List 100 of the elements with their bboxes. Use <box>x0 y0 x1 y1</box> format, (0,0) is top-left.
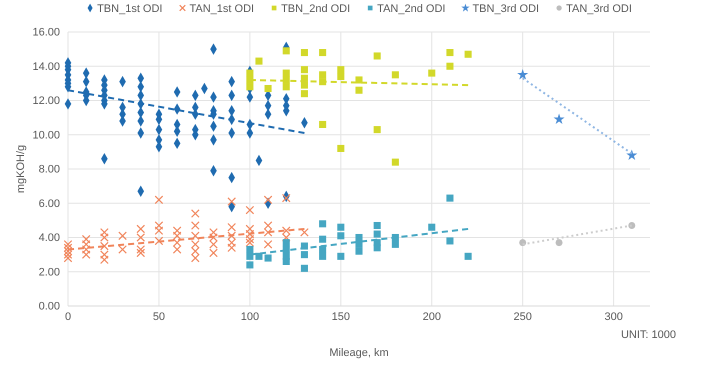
point <box>300 66 308 74</box>
point <box>118 245 127 254</box>
point <box>446 62 454 70</box>
point <box>246 246 254 254</box>
point <box>190 240 200 249</box>
point <box>446 194 454 202</box>
point <box>64 250 72 259</box>
point <box>374 222 381 230</box>
point <box>264 84 272 92</box>
x-tick-label: 150 <box>332 310 350 323</box>
point <box>190 231 200 240</box>
point <box>100 233 109 242</box>
point <box>319 71 326 78</box>
point <box>246 238 254 247</box>
point <box>355 248 363 255</box>
point <box>190 221 200 230</box>
point <box>154 226 164 235</box>
point <box>282 70 290 77</box>
x-tick-label: 50 <box>152 310 166 323</box>
point <box>300 264 308 272</box>
point <box>446 237 454 244</box>
point <box>319 236 326 243</box>
y-tick-label: 4.00 <box>38 232 60 244</box>
point <box>100 255 109 264</box>
point <box>190 209 200 218</box>
point <box>428 224 436 231</box>
point <box>209 228 218 237</box>
point <box>136 233 146 242</box>
point <box>337 252 344 260</box>
point <box>100 242 109 250</box>
point <box>319 49 326 56</box>
point <box>172 238 182 247</box>
y-tick-label: 12.00 <box>32 95 60 108</box>
x-tick-label: 200 <box>422 310 441 323</box>
legend-label: TBN_1st ODI <box>97 3 162 15</box>
point <box>136 245 146 254</box>
point <box>282 83 290 90</box>
point <box>154 236 164 246</box>
point <box>227 231 236 240</box>
point <box>154 221 164 230</box>
point <box>374 230 381 238</box>
y-tick-label: 0.00 <box>38 300 60 313</box>
x-tick-label: 300 <box>604 310 623 323</box>
point <box>64 240 72 249</box>
legend-label: TBN_3rd ODI <box>472 3 540 15</box>
legend-label: TAN_1st ODI <box>189 3 254 15</box>
point <box>337 66 344 74</box>
point <box>64 243 72 252</box>
point <box>282 226 291 235</box>
y-tick-label: 16.00 <box>32 26 60 39</box>
point <box>355 86 363 94</box>
point <box>264 254 272 262</box>
point <box>282 76 290 84</box>
point <box>556 239 563 246</box>
x-tick-label: 100 <box>240 310 260 323</box>
point <box>300 251 308 258</box>
point <box>264 221 272 230</box>
point <box>136 248 146 258</box>
point <box>300 82 308 89</box>
point <box>82 250 91 259</box>
point <box>517 68 528 80</box>
point <box>209 233 218 242</box>
point <box>374 52 381 60</box>
x-tick-label: 250 <box>514 310 532 323</box>
point <box>300 90 308 98</box>
point <box>554 114 565 124</box>
point <box>282 246 290 254</box>
y-tick-label: 10.00 <box>32 129 60 142</box>
point <box>264 195 272 204</box>
point <box>172 245 182 254</box>
point <box>374 126 381 134</box>
point <box>282 194 291 202</box>
point <box>374 244 381 252</box>
point <box>227 197 236 206</box>
x-axis-title: Mileage, km <box>329 347 389 359</box>
legend-label: TAN_2nd ODI <box>377 3 446 15</box>
point <box>227 243 236 252</box>
point <box>190 254 200 262</box>
point <box>319 120 326 128</box>
point <box>392 240 399 248</box>
y-axis-title: mgKOH/g <box>15 144 27 194</box>
text: UNIT: 1000 <box>620 329 676 341</box>
point <box>464 50 472 58</box>
point <box>319 220 326 228</box>
point <box>446 49 454 56</box>
legend-label: TBN_2nd ODI <box>281 3 350 15</box>
y-tick-label: 2.00 <box>38 266 60 278</box>
point <box>136 224 146 234</box>
point <box>172 231 182 240</box>
point <box>392 71 399 78</box>
y-tick-label: 6.00 <box>38 198 60 210</box>
point <box>428 70 436 77</box>
point <box>337 224 344 231</box>
point <box>118 231 127 240</box>
point <box>264 228 272 237</box>
point <box>246 206 254 214</box>
point <box>246 230 254 238</box>
point <box>300 228 309 237</box>
point <box>246 224 254 234</box>
point <box>282 239 290 246</box>
